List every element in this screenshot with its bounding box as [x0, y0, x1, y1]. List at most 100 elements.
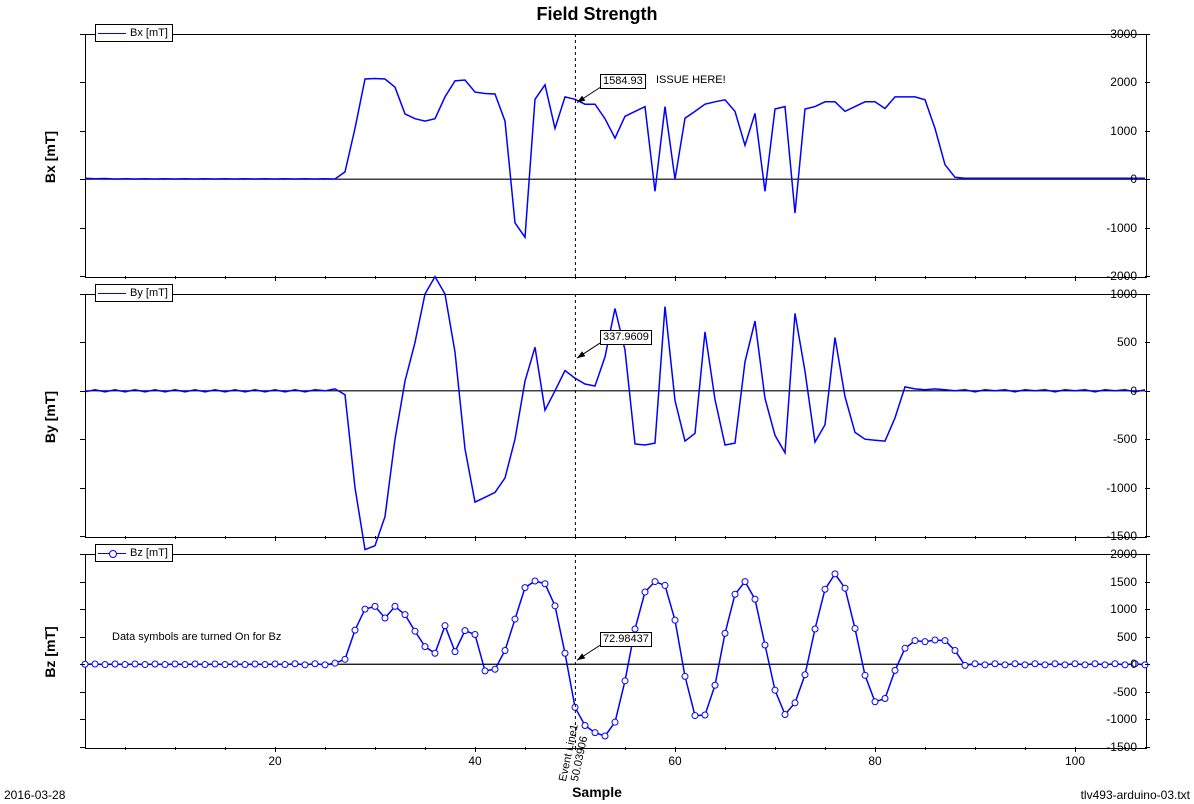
- xtick-minor: [975, 276, 976, 279]
- footer-date: 2016-03-28: [4, 788, 65, 802]
- xtick-minor: [1125, 747, 1126, 750]
- xtick-minor: [625, 747, 626, 750]
- ytick: [1145, 342, 1150, 343]
- ytick: [80, 554, 85, 555]
- xtick-minor: [175, 536, 176, 539]
- xtick-minor: [525, 747, 526, 750]
- xtick-minor: [325, 747, 326, 750]
- xtick-minor: [575, 276, 576, 279]
- ytick-label: -1500: [1106, 740, 1137, 754]
- ytick: [1145, 554, 1150, 555]
- ylabel-by: By [mT]: [42, 357, 58, 477]
- ytick-label: 500: [1117, 630, 1137, 644]
- ytick: [1145, 637, 1150, 638]
- ytick-label: 1500: [1110, 575, 1137, 589]
- callout-bx: 1584.93: [600, 74, 646, 89]
- xtick-minor: [175, 276, 176, 279]
- xtick-minor: [725, 747, 726, 750]
- xlabel: Sample: [0, 784, 1194, 800]
- xtick: [1075, 276, 1076, 281]
- xtick-minor: [125, 276, 126, 279]
- ytick-label: -1000: [1106, 481, 1137, 495]
- xtick: [875, 536, 876, 541]
- ytick-label: -500: [1113, 432, 1137, 446]
- ytick: [1145, 664, 1150, 665]
- legend-label-bz: Bz [mT]: [130, 547, 168, 559]
- legend-by: By [mT]: [95, 284, 173, 302]
- xtick: [1075, 747, 1076, 752]
- ytick: [80, 692, 85, 693]
- ytick-label: 1000: [1110, 124, 1137, 138]
- plot-svg-bz: [85, 554, 1145, 747]
- chart-title: Field Strength: [0, 4, 1194, 25]
- ytick-label: 0: [1130, 172, 1137, 186]
- page-root: { "title": "Field Strength", "footer_lef…: [0, 0, 1194, 804]
- xtick-minor: [775, 536, 776, 539]
- xtick-label: 80: [868, 754, 881, 768]
- ytick-label: 500: [1117, 335, 1137, 349]
- ytick: [80, 179, 85, 180]
- ytick-label: 3000: [1110, 27, 1137, 41]
- xtick-minor: [1025, 276, 1026, 279]
- xtick-minor: [375, 747, 376, 750]
- ylabel-bx: Bx [mT]: [42, 97, 58, 217]
- xtick-minor: [175, 747, 176, 750]
- xtick: [675, 276, 676, 281]
- xtick: [875, 276, 876, 281]
- xtick-minor: [775, 747, 776, 750]
- ylabel-bz: Bz [mT]: [42, 592, 58, 712]
- xtick-minor: [375, 536, 376, 539]
- xtick-minor: [1025, 536, 1026, 539]
- ytick: [80, 536, 85, 537]
- ytick: [80, 294, 85, 295]
- ytick-label: 1000: [1110, 602, 1137, 616]
- legend-bx: Bx [mT]: [95, 24, 173, 42]
- xtick-minor: [425, 276, 426, 279]
- ytick-label: 2000: [1110, 75, 1137, 89]
- xtick-minor: [1125, 536, 1126, 539]
- ytick-label: -500: [1113, 685, 1137, 699]
- ytick: [1145, 391, 1150, 392]
- ytick: [80, 131, 85, 132]
- xtick-minor: [325, 276, 326, 279]
- xtick: [475, 276, 476, 281]
- xtick-minor: [225, 536, 226, 539]
- ytick: [80, 719, 85, 720]
- legend-line-by: [98, 293, 126, 294]
- xtick: [675, 747, 676, 752]
- ytick: [80, 228, 85, 229]
- ytick: [80, 439, 85, 440]
- chart-bz: Bz [mT] Bz [mT] 72.98437 Data symbols ar…: [85, 554, 1145, 747]
- xtick-minor: [825, 276, 826, 279]
- xtick-minor: [825, 536, 826, 539]
- ytick: [80, 747, 85, 748]
- ytick-label: 1000: [1110, 287, 1137, 301]
- chart-bx: Bx [mT] Bx [mT] 1584.93 ISSUE HERE! -200…: [85, 34, 1145, 276]
- ytick: [1145, 131, 1150, 132]
- xtick-minor: [225, 276, 226, 279]
- ytick: [1145, 179, 1150, 180]
- xtick: [275, 536, 276, 541]
- xtick-minor: [1025, 747, 1026, 750]
- ytick: [80, 276, 85, 277]
- ytick: [1145, 276, 1150, 277]
- xtick-minor: [925, 747, 926, 750]
- ytick: [1145, 439, 1150, 440]
- footer-filename: tlv493-arduino-03.txt: [1081, 788, 1190, 802]
- callout-by: 337.9609: [600, 330, 652, 345]
- xtick-label: 60: [668, 754, 681, 768]
- ytick: [80, 664, 85, 665]
- xtick: [275, 747, 276, 752]
- xtick: [675, 536, 676, 541]
- ytick: [80, 582, 85, 583]
- legend-label-bx: Bx [mT]: [130, 27, 168, 39]
- callout-bz: 72.98437: [600, 632, 652, 647]
- ytick: [1145, 488, 1150, 489]
- xtick: [475, 747, 476, 752]
- ytick-label: -2000: [1106, 269, 1137, 283]
- ytick: [80, 82, 85, 83]
- xtick-minor: [1125, 276, 1126, 279]
- xtick-minor: [525, 276, 526, 279]
- ytick: [1145, 582, 1150, 583]
- xtick-minor: [725, 276, 726, 279]
